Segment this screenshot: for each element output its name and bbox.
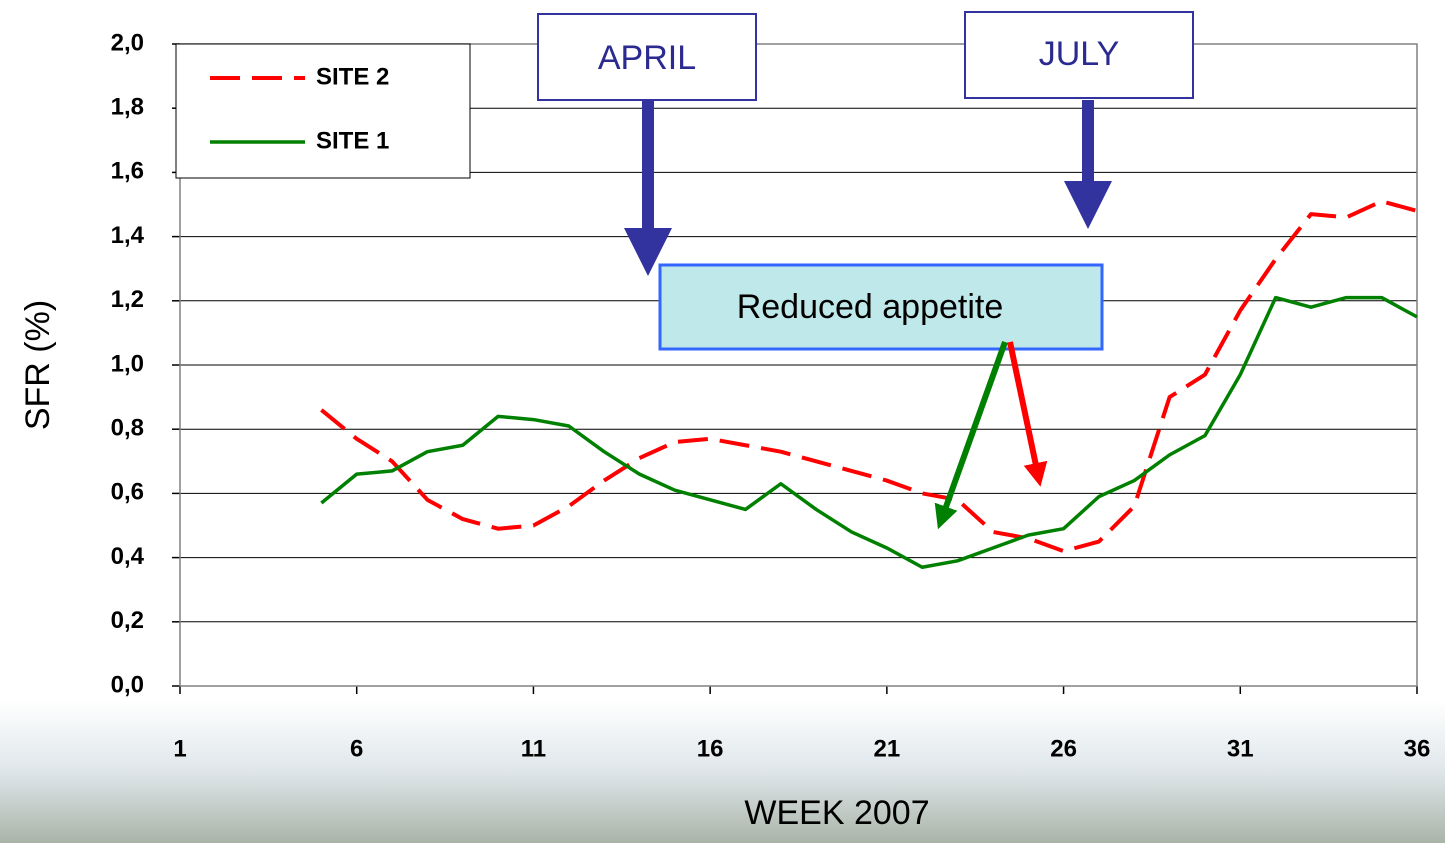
x-tick-label: 11	[521, 735, 546, 762]
y-tick-label: 0,4	[111, 543, 145, 570]
x-tick-label: 31	[1227, 735, 1254, 762]
background-photo	[0, 700, 1445, 843]
y-tick-label: 1,6	[111, 158, 144, 185]
legend: SITE 2 SITE 1	[176, 44, 470, 178]
y-tick-label: 2,0	[111, 29, 144, 56]
y-tick-label: 1,4	[111, 222, 145, 249]
series-line	[321, 201, 1417, 551]
annotation: APRIL	[598, 39, 696, 77]
y-tick-label: 1,2	[111, 286, 144, 313]
x-axis-label: WEEK 2007	[744, 794, 929, 832]
x-tick-label: 16	[697, 735, 724, 762]
y-tick-label: 1,8	[111, 94, 144, 121]
annotation: JULY	[1039, 35, 1120, 73]
y-tick-label: 0,2	[111, 607, 144, 634]
y-axis-label: SFR (%)	[19, 300, 57, 430]
chart: 0,00,20,40,60,81,01,21,41,61,82,01611162…	[0, 0, 1445, 843]
arrow	[942, 342, 1005, 518]
y-tick-label: 0,6	[111, 479, 144, 506]
legend-label: SITE 2	[316, 63, 389, 90]
legend-label: SITE 1	[316, 127, 389, 154]
y-tick-label: 0,0	[111, 671, 144, 698]
y-tick-label: 0,8	[111, 415, 144, 442]
y-tick-label: 1,0	[111, 350, 144, 377]
x-tick-label: 21	[874, 735, 901, 762]
x-tick-label: 6	[350, 735, 363, 762]
arrow	[1010, 342, 1038, 475]
x-tick-label: 1	[173, 735, 186, 762]
x-tick-label: 26	[1050, 735, 1077, 762]
annotation: Reduced appetite	[737, 288, 1004, 326]
x-tick-label: 36	[1404, 735, 1431, 762]
